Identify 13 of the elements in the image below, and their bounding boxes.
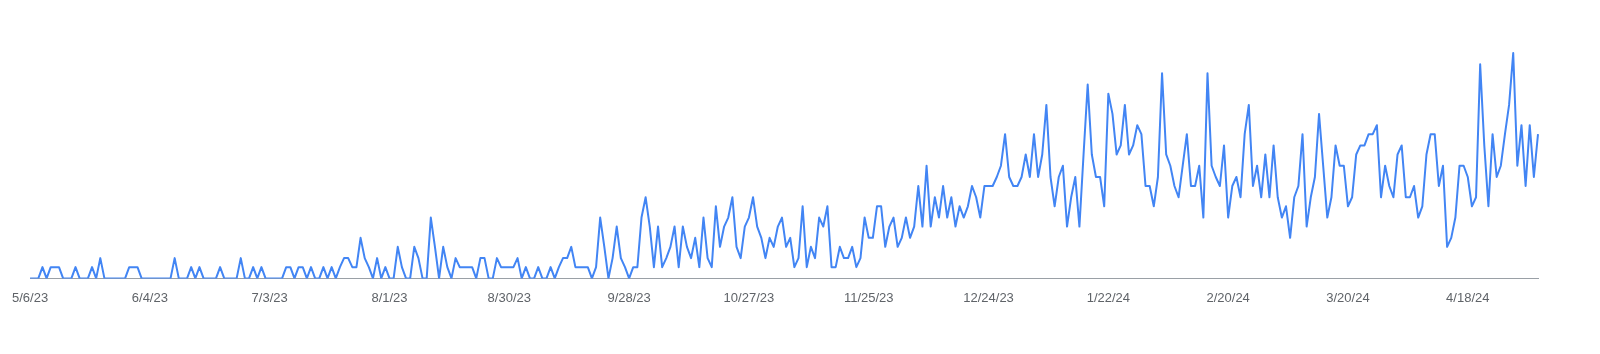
x-tick-label: 10/27/23 [723,289,775,305]
x-tick-label: 3/20/24 [1326,289,1370,305]
x-tick-label: 8/30/23 [487,289,531,305]
x-tick-label: 9/28/23 [607,289,651,305]
x-tick-label: 6/4/23 [131,289,168,305]
x-tick-label: 2/20/24 [1206,289,1250,305]
x-tick-label: 1/22/24 [1086,289,1131,305]
x-tick-label: 5/6/23 [11,289,49,305]
x-tick-label: 4/18/24 [1446,289,1490,305]
x-tick-label: 12/24/23 [963,289,1014,305]
x-tick-label: 11/25/23 [843,289,894,305]
x-tick-label: 8/1/23 [371,289,408,305]
x-tick-label: 7/3/23 [251,289,288,305]
